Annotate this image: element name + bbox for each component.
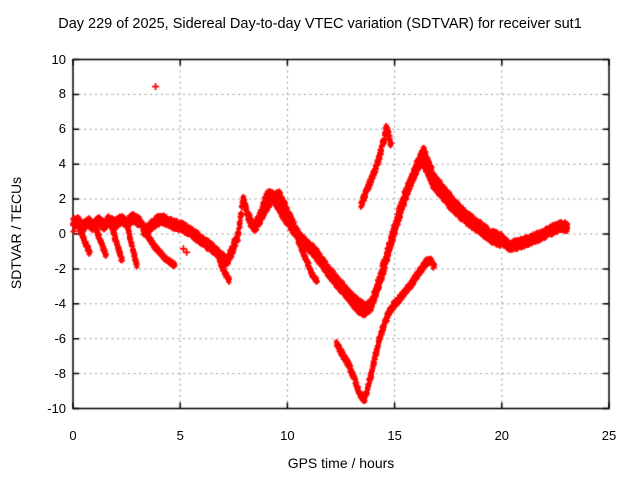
- x-tick-label: 20: [494, 428, 510, 443]
- y-tick-label: -8: [54, 365, 66, 381]
- y-tick-label: -4: [54, 295, 66, 311]
- y-tick-label: 8: [58, 86, 66, 102]
- y-tick-label: 10: [51, 51, 66, 67]
- x-tick-label: 0: [69, 428, 77, 443]
- y-tick-label: -10: [47, 400, 66, 416]
- x-tick-label: 25: [601, 428, 617, 443]
- x-tick-label: 5: [176, 428, 184, 443]
- x-tick-label: 10: [280, 428, 295, 443]
- y-tick-label: 2: [58, 191, 66, 207]
- y-tick-label: -6: [54, 330, 66, 346]
- y-tick-label: -2: [54, 260, 66, 276]
- y-tick-label: 0: [58, 226, 66, 241]
- y-tick-label: 4: [58, 156, 66, 172]
- y-tick-label: 6: [58, 121, 66, 137]
- chart-title: Day 229 of 2025, Sidereal Day-to-day VTE…: [58, 16, 582, 32]
- x-tick-label: 15: [387, 428, 402, 443]
- x-axis-label: GPS time / hours: [287, 455, 395, 471]
